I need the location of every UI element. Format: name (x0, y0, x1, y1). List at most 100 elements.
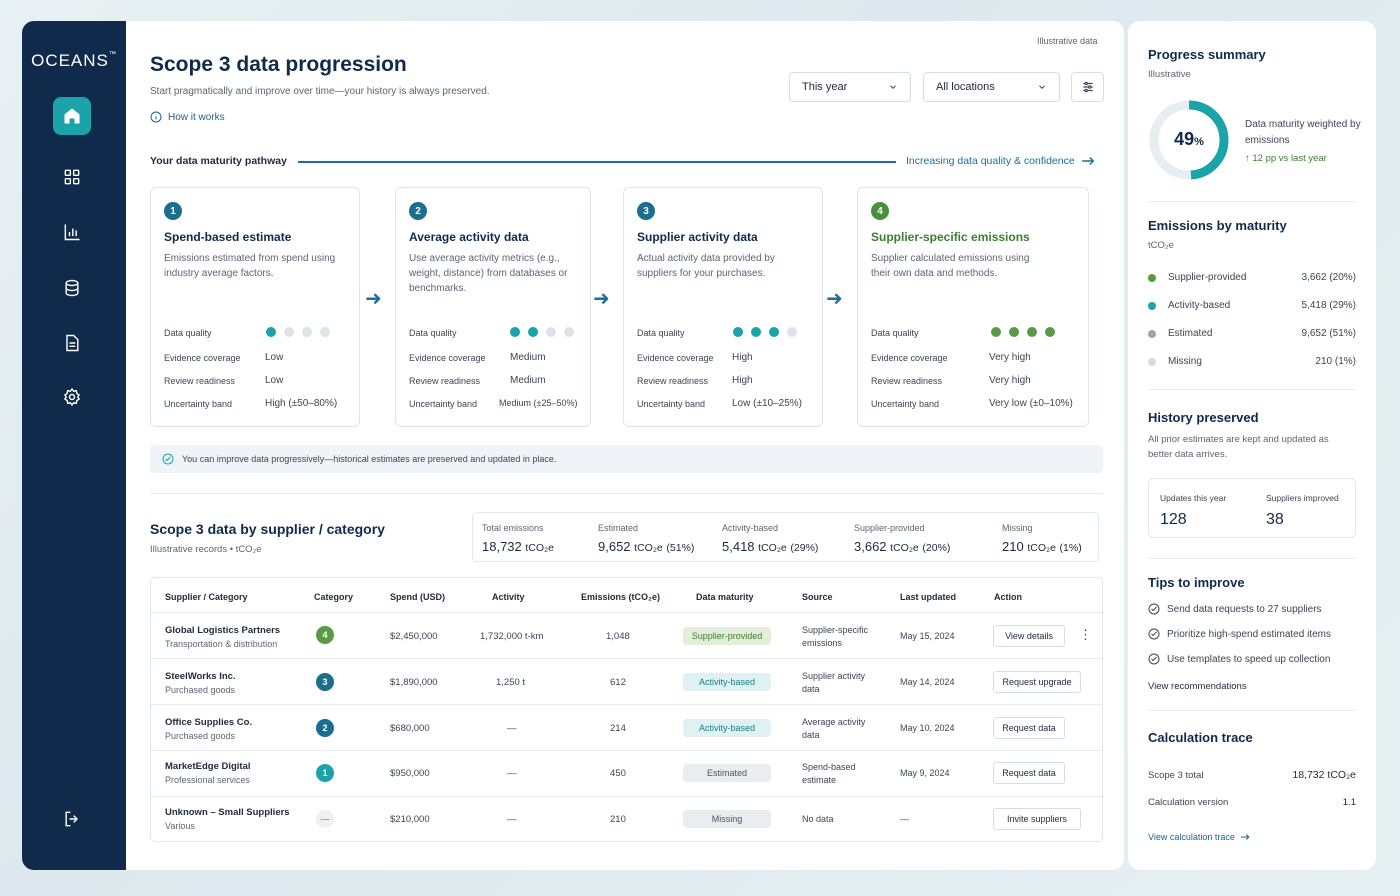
history-stats: Updates this year 128 Suppliers improved… (1148, 478, 1356, 538)
review-value: Medium (510, 375, 546, 386)
nav-settings[interactable] (53, 378, 91, 416)
year-select[interactable]: This year (789, 72, 911, 102)
invite-suppliers-button[interactable]: Invite suppliers (993, 808, 1081, 830)
table-row[interactable]: Global Logistics Partners Transportation… (151, 612, 1102, 658)
row-label: Review readiness (409, 376, 481, 386)
row-label: Review readiness (637, 376, 709, 386)
col-header: Spend (USD) (390, 592, 445, 602)
evidence-value: Medium (510, 352, 546, 363)
filter-settings-button[interactable] (1071, 72, 1104, 102)
divider (1148, 201, 1356, 202)
view-details-button[interactable]: View details (993, 625, 1065, 647)
calc-total-label: Scope 3 total (1148, 770, 1204, 781)
grid-icon (64, 169, 80, 185)
supplier-table: Supplier / Category Category Spend (USD)… (150, 577, 1103, 842)
card-title: Supplier activity data (637, 230, 758, 244)
nav-dashboard[interactable] (53, 158, 91, 196)
main-panel: Illustrative data Scope 3 data progressi… (126, 21, 1124, 870)
check-circle-icon (1148, 603, 1160, 615)
pathway-direction: Increasing data quality & confidence (906, 155, 1095, 167)
view-calc-trace-link[interactable]: View calculation trace (1148, 832, 1250, 842)
maturity-level-badge: 3 (316, 673, 334, 691)
row-label: Evidence coverage (637, 353, 714, 363)
page-title: Scope 3 data progression (150, 53, 407, 76)
tip-item: Use templates to speed up collection (1148, 653, 1330, 665)
stat-supplier: Supplier-provided 3,662 tCO₂e (20%) (854, 523, 951, 554)
calc-version-label: Calculation version (1148, 797, 1229, 808)
view-recommendations-link[interactable]: View recommendations (1148, 681, 1247, 692)
stats-strip (472, 512, 1099, 562)
maturity-card-2: 2 Average activity data Use average acti… (395, 187, 591, 427)
gear-icon (63, 387, 81, 407)
stat-total: Total emissions 18,732 tCO₂e (482, 523, 554, 554)
maturity-pill: Activity-based (683, 673, 771, 691)
step-badge: 1 (164, 202, 182, 220)
nav-data[interactable] (53, 269, 91, 307)
card-title: Spend-based estimate (164, 230, 292, 244)
maturity-pill: Supplier-provided (683, 627, 771, 645)
row-label: Review readiness (871, 376, 943, 386)
how-it-works-link[interactable]: How it works (150, 111, 225, 123)
info-icon (150, 111, 162, 123)
sidebar: OCEANS™ (22, 21, 126, 870)
row-label: Data quality (164, 328, 212, 338)
arrow-right-icon (1240, 834, 1250, 840)
maturity-level-badge: 2 (316, 719, 334, 737)
row-label: Uncertainty band (409, 399, 478, 409)
maturity-card-3: 3 Supplier activity data Actual activity… (623, 187, 823, 427)
table-subtitle: Illustrative records • tCO₂e (150, 544, 262, 555)
step-badge: 2 (409, 202, 427, 220)
nav-home[interactable] (53, 97, 91, 135)
evidence-value: Very high (989, 352, 1031, 363)
maturity-level-badge: 4 (316, 626, 334, 644)
col-header: Action (994, 592, 1022, 602)
sliders-icon (1082, 81, 1093, 93)
uncertainty-value: High (±50–80%) (265, 398, 338, 409)
more-icon[interactable]: ⋮ (1079, 627, 1092, 642)
tips-title: Tips to improve (1148, 575, 1245, 590)
maturity-level-badge: — (316, 810, 334, 828)
maturity-pill: Missing (683, 810, 771, 828)
divider (150, 493, 1103, 494)
table-row[interactable]: MarketEdge Digital Professional services… (151, 750, 1102, 796)
history-desc: All prior estimates are kept and updated… (1148, 434, 1329, 460)
progress-title: Progress summary (1148, 47, 1266, 62)
quality-dots (266, 327, 330, 337)
progress-percent: 49% (1174, 129, 1204, 149)
request-upgrade-button[interactable]: Request upgrade (993, 671, 1081, 693)
card-desc: Supplier calculated emissions using thei… (871, 253, 1030, 279)
card-desc: Actual activity data provided by supplie… (637, 253, 775, 279)
table-row[interactable]: SteelWorks Inc. Purchased goods 3 $1,890… (151, 658, 1102, 704)
chevron-down-icon (890, 85, 896, 89)
progressive-notice: You can improve data progressively—histo… (150, 445, 1103, 473)
col-header: Source (802, 592, 833, 602)
emissions-maturity-unit: tCO₂e (1148, 240, 1174, 251)
emissions-maturity-title: Emissions by maturity (1148, 218, 1287, 233)
review-value: Very high (989, 375, 1031, 386)
illustrative-note: Illustrative data (1037, 36, 1098, 46)
arrow-right-icon (1081, 156, 1094, 166)
tip-item: Send data requests to 27 suppliers (1148, 603, 1322, 615)
nav-reports[interactable] (53, 324, 91, 362)
uncertainty-value: Low (±10–25%) (732, 398, 802, 409)
logo: OCEANS™ (31, 51, 117, 70)
request-data-button[interactable]: Request data (993, 717, 1065, 739)
col-header: Emissions (tCO₂e) (581, 592, 661, 602)
request-data-button[interactable]: Request data (993, 762, 1065, 784)
col-header: Last updated (900, 592, 957, 602)
arrow-up-icon: ↑ (1245, 153, 1250, 164)
col-header: Category (314, 592, 354, 602)
nav-logout[interactable] (53, 800, 91, 838)
page-subtitle: Start pragmatically and improve over tim… (150, 86, 490, 97)
maturity-pill: Activity-based (683, 719, 771, 737)
nav-analytics[interactable] (53, 213, 91, 251)
row-label: Data quality (409, 328, 457, 338)
maturity-level-badge: 1 (316, 764, 334, 782)
card-desc: Emissions estimated from spend using ind… (164, 253, 336, 279)
col-header: Supplier / Category (165, 592, 248, 602)
step-badge: 3 (637, 202, 655, 220)
location-select[interactable]: All locations (923, 72, 1060, 102)
table-row[interactable]: Office Supplies Co. Purchased goods 2 $6… (151, 704, 1102, 750)
table-row[interactable]: Unknown – Small Suppliers Various — $210… (151, 796, 1102, 841)
col-header: Data maturity (696, 592, 754, 602)
